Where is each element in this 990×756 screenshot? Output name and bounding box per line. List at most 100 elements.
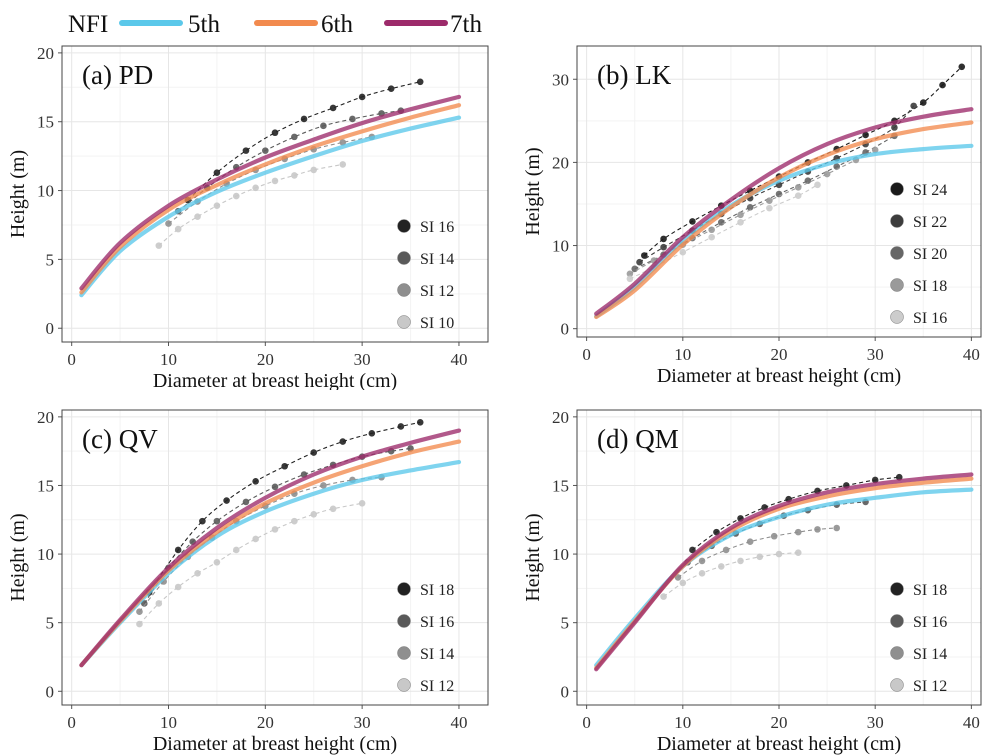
x-tick-label: 40 [963, 345, 980, 364]
si-point [626, 275, 634, 283]
si-point [756, 553, 764, 561]
si-point [775, 550, 783, 558]
si-point [794, 184, 802, 191]
y-tick-label: 20 [37, 408, 54, 427]
si-point [339, 161, 347, 168]
si-legend-marker [890, 246, 904, 260]
nfi-curve-7th [594, 472, 974, 672]
si-point [242, 498, 250, 506]
nfi-curve-7th [79, 94, 462, 291]
si-point [271, 129, 279, 137]
si-point [641, 252, 648, 259]
si-point [213, 202, 221, 210]
x-tick-label: 0 [67, 713, 76, 732]
x-tick-label: 30 [867, 345, 884, 364]
y-tick-label: 0 [46, 682, 55, 701]
si-point [271, 526, 279, 533]
y-tick-label: 30 [552, 70, 569, 89]
si-point [223, 497, 230, 504]
si-point [626, 270, 634, 278]
si-legend-label: SI 20 [913, 246, 947, 263]
si-point [766, 197, 773, 204]
si-point [910, 102, 917, 110]
si-point [310, 449, 318, 456]
si-legend-marker [890, 646, 904, 660]
si-point [213, 517, 221, 525]
si-point [871, 146, 879, 154]
legend-label-7th: 7th [450, 11, 482, 38]
si-point [136, 620, 143, 628]
y-tick-label: 10 [37, 545, 54, 564]
si-point [631, 265, 639, 273]
si-point [737, 557, 744, 565]
si-legend-label: SI 22 [913, 214, 947, 231]
si-legend-label: SI 18 [420, 582, 454, 599]
x-tick-label: 30 [867, 713, 884, 732]
si-legend-marker [890, 278, 904, 292]
y-tick-label: 20 [552, 153, 569, 172]
si-point [862, 131, 869, 139]
si-point [232, 546, 240, 554]
si-point [155, 242, 163, 249]
legend-label-6th: 6th [321, 11, 353, 38]
si-legend-marker [397, 582, 411, 596]
x-tick-label: 20 [257, 713, 274, 732]
si-point [679, 248, 687, 256]
si-point [320, 482, 327, 489]
si-legend-marker [890, 582, 904, 596]
si-point [165, 220, 172, 227]
si-legend-marker [890, 678, 904, 692]
y-tick-label: 5 [561, 614, 570, 633]
si-legend-label: SI 14 [420, 646, 454, 663]
si-point [397, 423, 405, 430]
nfi-curve-5th [79, 115, 462, 298]
si-point [939, 81, 946, 89]
si-point [660, 235, 667, 243]
nfi-curve-6th [79, 103, 462, 295]
si-point [698, 569, 706, 577]
si-point [194, 213, 201, 221]
si-point [310, 166, 318, 174]
y-tick-label: 0 [46, 319, 55, 338]
x-tick-label: 10 [674, 345, 691, 364]
y-tick-label: 20 [552, 408, 569, 427]
si-point [679, 579, 687, 587]
si-legend-marker [397, 283, 411, 297]
si-point [737, 218, 744, 226]
si-curve-line [158, 163, 343, 247]
panel-qm: 0 10 20 30 40 0 5 10 15 20 (d) QM Diameter at breas… [522, 408, 982, 755]
x-axis-label: Diameter at breast height (cm) [657, 365, 901, 387]
si-point [689, 218, 696, 225]
si-point [794, 528, 802, 536]
y-tick-label: 10 [552, 237, 569, 256]
x-tick-label: 30 [354, 713, 371, 732]
plot-border [576, 45, 982, 338]
si-point [232, 192, 240, 200]
x-tick-label: 0 [582, 345, 591, 364]
si-point [794, 192, 802, 199]
si-legend-marker [397, 678, 411, 692]
si-legend-label: SI 14 [913, 646, 947, 663]
si-legend-marker [890, 310, 904, 324]
legend-title: NFI [68, 11, 108, 38]
si-point [919, 99, 927, 106]
si-legend-label: SI 16 [420, 614, 454, 631]
si-point [746, 538, 754, 546]
si-point [770, 532, 778, 540]
si-point [766, 204, 773, 212]
si-point [814, 181, 821, 189]
y-axis-label: Height (m) [7, 513, 29, 601]
nfi-curve-5th [594, 143, 974, 319]
plot-border [61, 45, 489, 343]
si-point [368, 430, 376, 437]
x-axis-label: Diameter at breast height (cm) [657, 733, 901, 755]
panel-pd: 0 10 20 30 40 0 5 10 15 20 (a) PD Diameter at breas… [7, 44, 489, 390]
si-point [416, 78, 424, 86]
si-point [242, 147, 250, 154]
nfi-curve-6th [594, 120, 974, 320]
si-point [708, 233, 715, 241]
y-tick-label: 5 [46, 250, 55, 269]
si-point [291, 133, 298, 141]
y-tick-label: 15 [37, 476, 54, 495]
si-point [174, 546, 182, 554]
